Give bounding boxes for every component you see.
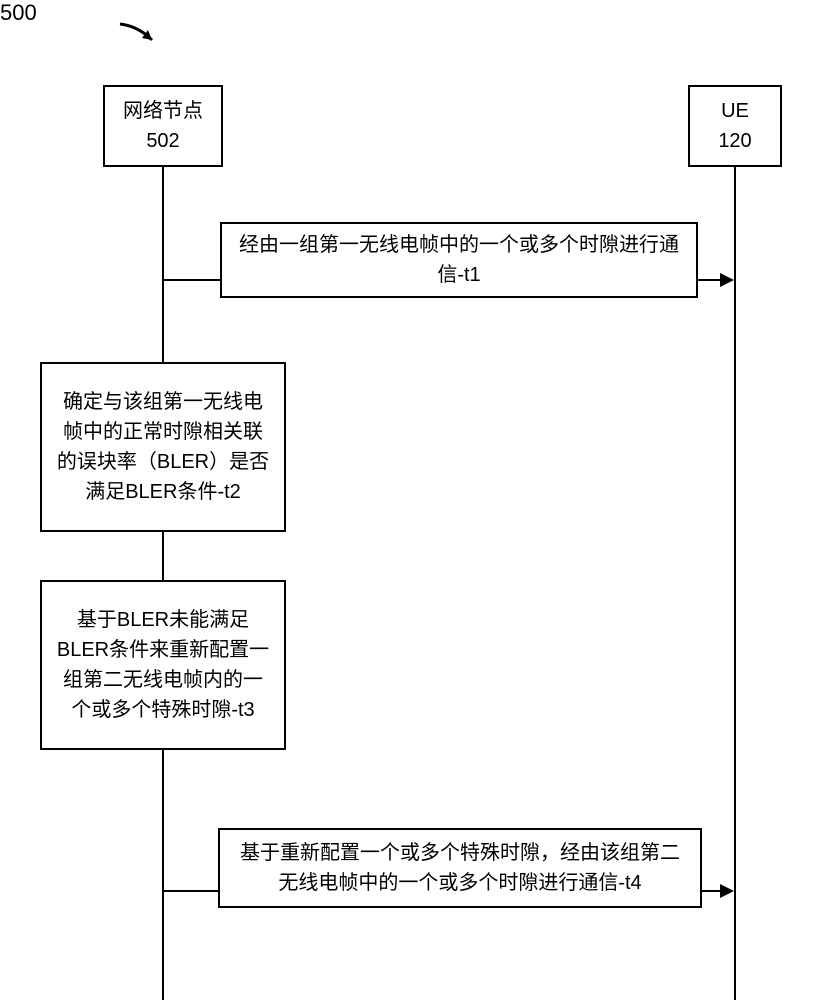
message-t1-arrowhead-icon xyxy=(720,273,734,287)
message-t4-box: 基于重新配置一个或多个特殊时隙，经由该组第二无线电帧中的一个或多个时隙进行通信-… xyxy=(218,828,702,908)
entity-ue-id: 120 xyxy=(718,126,751,156)
process-t3-text: 基于BLER未能满足BLER条件来重新配置一组第二无线电帧内的一个或多个特殊时隙… xyxy=(56,605,270,725)
entity-ue: UE 120 xyxy=(688,85,782,167)
figure-number-arrow-icon xyxy=(118,22,168,50)
message-t1-text: 经由一组第一无线电帧中的一个或多个时隙进行通信-t1 xyxy=(238,230,680,290)
process-t2-box: 确定与该组第一无线电帧中的正常时隙相关联的误块率（BLER）是否满足BLER条件… xyxy=(40,362,286,532)
lifeline-ue xyxy=(734,167,736,1000)
process-t2-text: 确定与该组第一无线电帧中的正常时隙相关联的误块率（BLER）是否满足BLER条件… xyxy=(56,387,270,507)
figure-number-label: 500 xyxy=(0,0,37,26)
message-t1-box: 经由一组第一无线电帧中的一个或多个时隙进行通信-t1 xyxy=(220,222,698,298)
message-t4-arrowhead-icon xyxy=(720,884,734,898)
entity-network-id: 502 xyxy=(146,126,179,156)
entity-network-title: 网络节点 xyxy=(123,96,203,126)
entity-network-node: 网络节点 502 xyxy=(103,85,223,167)
message-t4-text: 基于重新配置一个或多个特殊时隙，经由该组第二无线电帧中的一个或多个时隙进行通信-… xyxy=(236,838,684,898)
process-t3-box: 基于BLER未能满足BLER条件来重新配置一组第二无线电帧内的一个或多个特殊时隙… xyxy=(40,580,286,750)
entity-ue-title: UE xyxy=(721,96,749,126)
